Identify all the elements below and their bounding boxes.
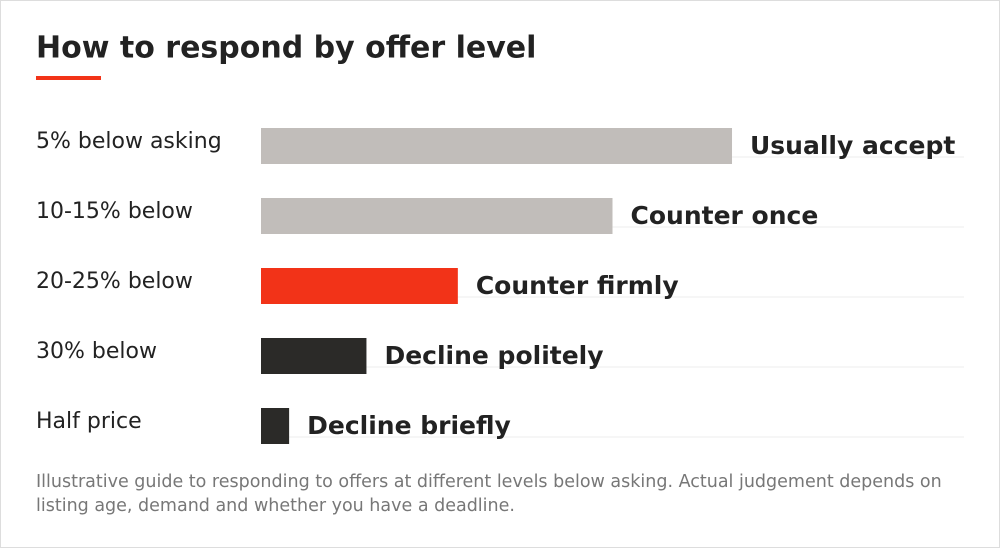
chart-title: How to respond by offer level — [36, 31, 536, 66]
bar — [261, 268, 458, 304]
category-label: 10-15% below — [36, 199, 193, 224]
bar — [261, 198, 613, 234]
category-label: Half price — [36, 409, 142, 434]
bar — [261, 128, 733, 164]
title-rule — [36, 76, 101, 80]
footnote: Illustrative guide to responding to offe… — [36, 472, 942, 516]
value-label: Counter firmly — [476, 271, 679, 300]
value-label: Decline politely — [384, 341, 603, 370]
category-label: 5% below asking — [36, 129, 222, 154]
bar — [261, 338, 367, 374]
category-label: 30% below — [36, 339, 157, 364]
value-label: Counter once — [631, 201, 819, 230]
value-label: Usually accept — [750, 131, 955, 160]
category-label: 20-25% below — [36, 269, 193, 294]
bar — [261, 408, 290, 444]
value-label: Decline briefly — [307, 411, 511, 440]
